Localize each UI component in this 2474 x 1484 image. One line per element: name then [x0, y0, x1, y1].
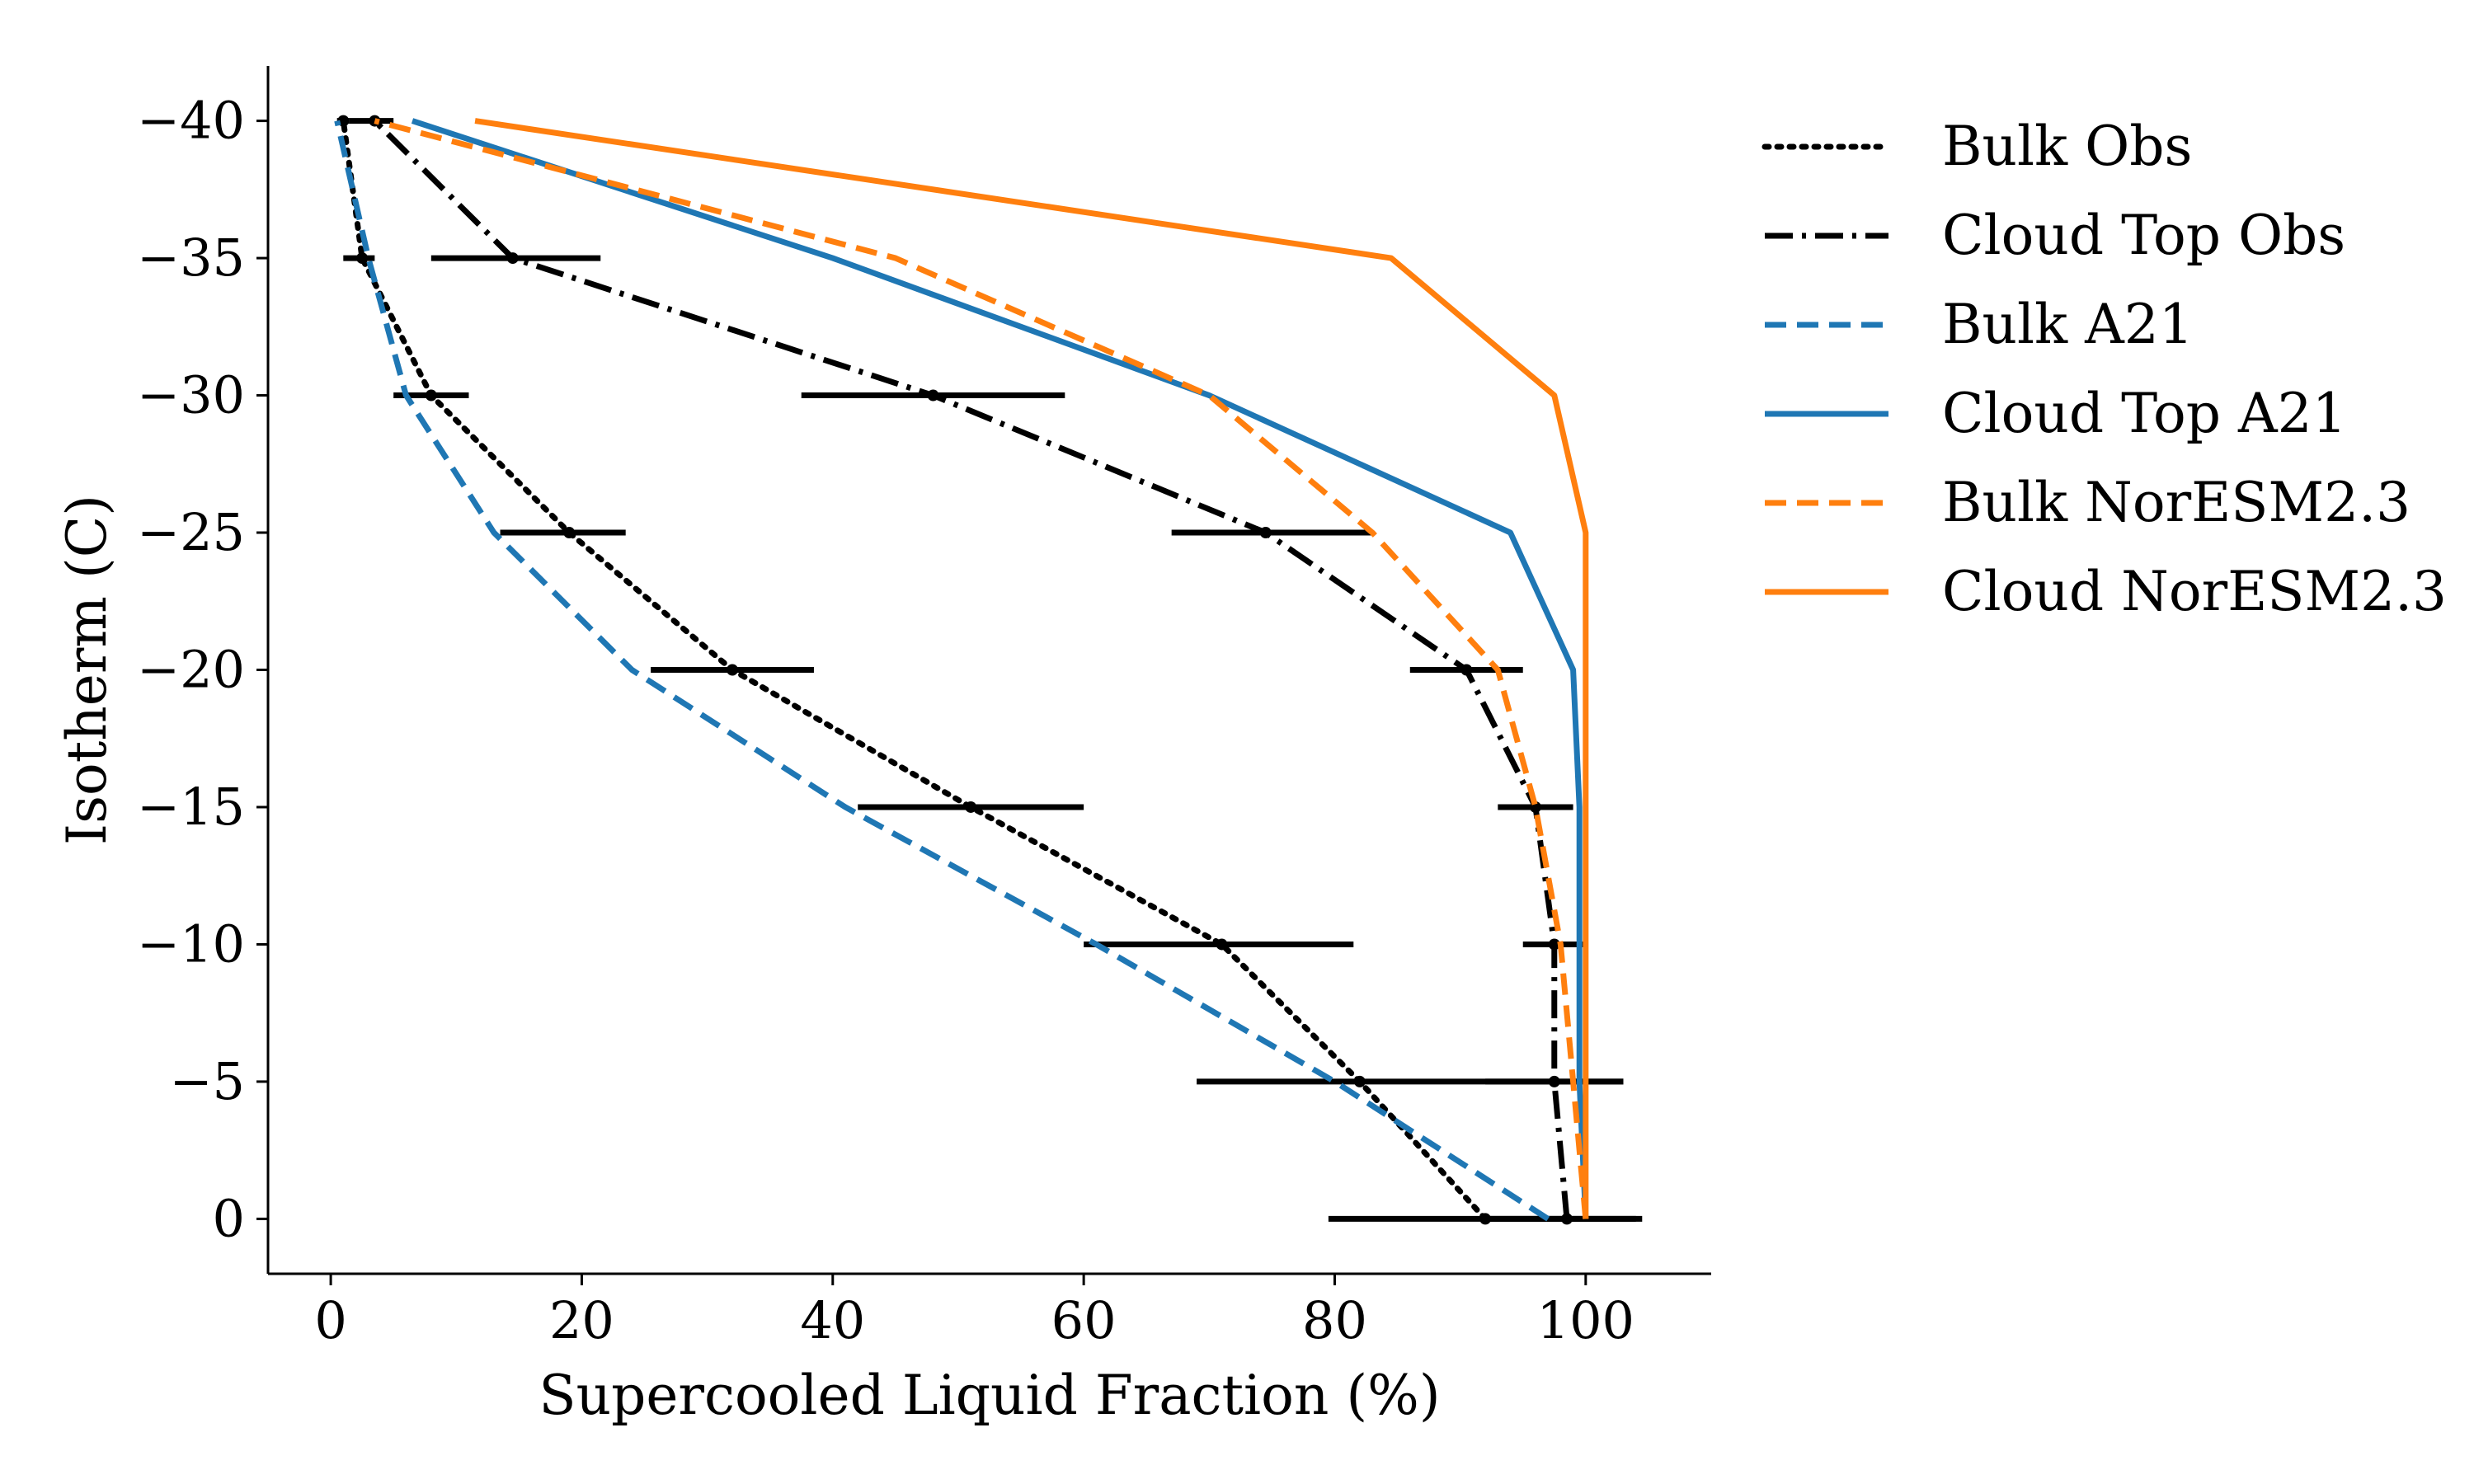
x-tick-label: 100: [1537, 1290, 1634, 1350]
series-line-bulk-noresm2-3: [374, 118, 1589, 1219]
y-ticks: 0 −5 −10 −15 −20 −25 −30 −35 −40: [137, 91, 268, 1248]
legend-label-bulk-a21: Bulk A21: [1942, 293, 2194, 356]
legend-label-bulk-obs: Bulk Obs: [1942, 115, 2192, 178]
y-tick-label: −10: [137, 913, 245, 974]
y-tick-label: −15: [137, 777, 245, 837]
y-tick-label: −25: [137, 502, 245, 562]
series-line-cloud-top-obs: [372, 119, 1570, 1219]
y-tick-label: −5: [170, 1051, 245, 1111]
x-axis-label: Supercooled Liquid Fraction (%): [539, 1364, 1440, 1427]
y-tick-label: −20: [137, 640, 245, 700]
series-line-bulk-obs: [340, 118, 1489, 1222]
x-tick-label: 40: [800, 1290, 865, 1350]
series-line-cloud-top-a21: [411, 118, 1589, 1219]
series-line-cloud-noresm2-3: [474, 118, 1589, 1219]
y-axis-label: Isotherm (C): [55, 495, 119, 845]
x-tick-label: 20: [549, 1290, 614, 1350]
x-tick-label: 0: [314, 1290, 346, 1350]
x-ticks: 0 20 40 60 80 100: [314, 1274, 1634, 1350]
y-tick-label: −30: [137, 365, 245, 425]
legend: Bulk Obs Cloud Top Obs Bulk A21 Cloud Top A…: [1761, 115, 2447, 623]
x-tick-label: 80: [1302, 1290, 1367, 1350]
legend-label-cloud-top-obs: Cloud Top Obs: [1942, 204, 2345, 267]
y-tick-label: −35: [137, 228, 245, 288]
x-tick-label: 60: [1051, 1290, 1117, 1350]
y-tick-label: −40: [137, 91, 245, 151]
error-bars: [336, 115, 1643, 1225]
series-line-bulk-a21: [334, 120, 1550, 1222]
series-lines: [334, 118, 1589, 1222]
legend-label-cloud-top-a21: Cloud Top A21: [1942, 382, 2347, 445]
legend-label-bulk-noresm2-3: Bulk NorESM2.3: [1942, 471, 2411, 534]
legend-label-cloud-noresm2-3: Cloud NorESM2.3: [1942, 560, 2447, 623]
y-tick-label: 0: [213, 1188, 245, 1248]
